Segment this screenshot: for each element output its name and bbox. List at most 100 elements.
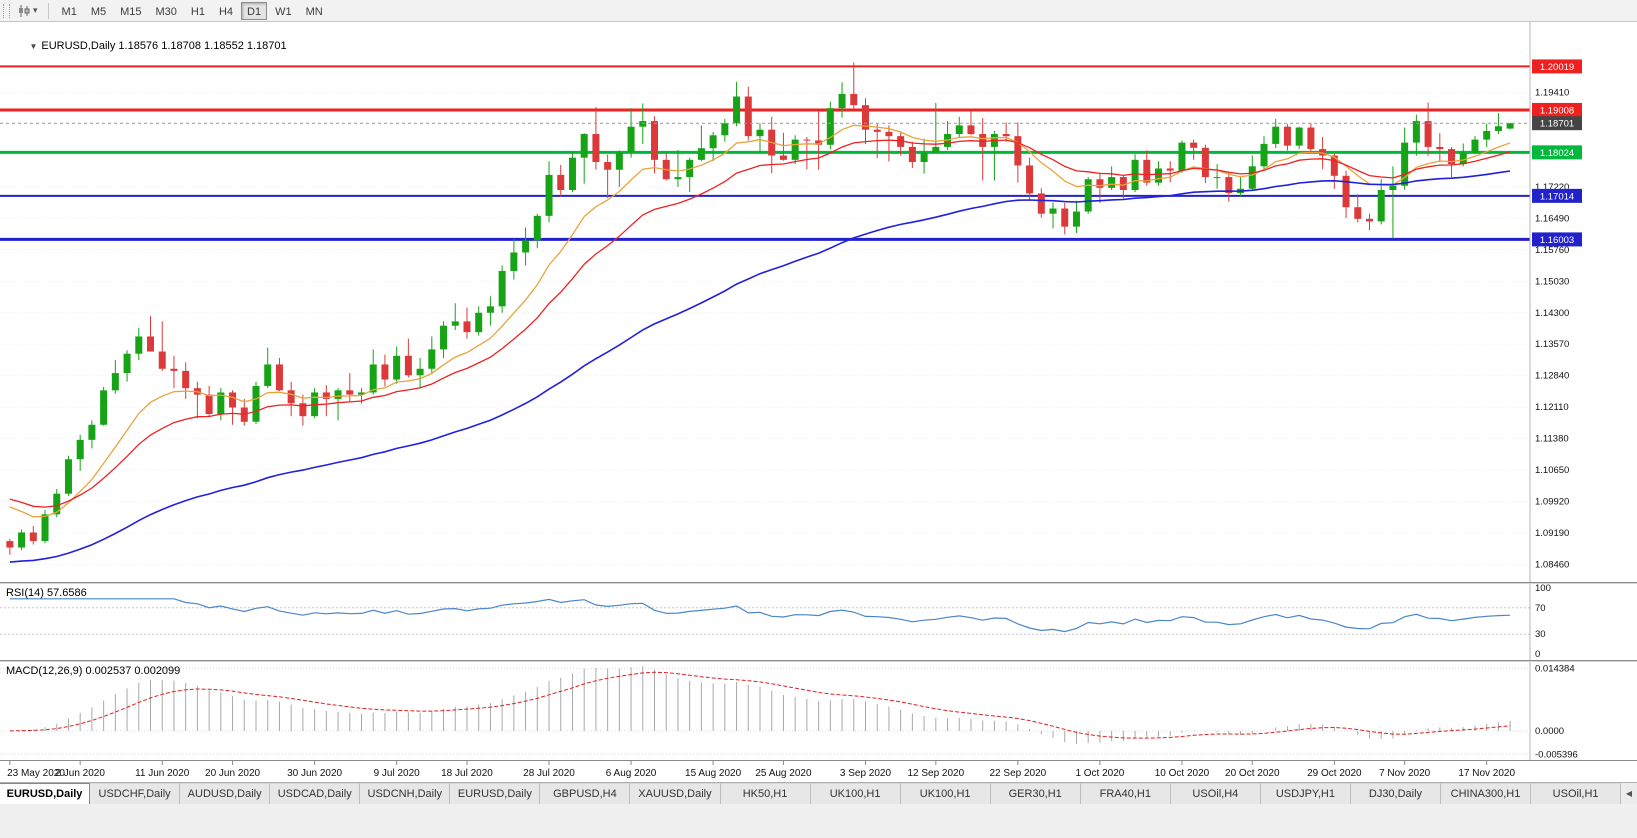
chart-tab-usdjpy-h1[interactable]: USDJPY,H1 (1260, 783, 1351, 804)
chart-tab-uk100-h1[interactable]: UK100,H1 (810, 783, 901, 804)
candle (815, 140, 823, 145)
dropdown-arrow-icon[interactable]: ▾ (33, 5, 38, 15)
candle (1072, 211, 1080, 227)
candle (264, 364, 272, 386)
timeframe-buttons: M1 M5 M15 M30 H1 H4 D1 W1 MN (55, 0, 330, 22)
chart-tab-usoil-h4[interactable]: USOil,H4 (1170, 783, 1261, 804)
svg-text:1.15760: 1.15760 (1535, 245, 1569, 256)
panel-splitter[interactable] (0, 582, 1637, 584)
timeframe-button-mn[interactable]: MN (305, 5, 323, 18)
candle (1319, 149, 1327, 156)
candle (674, 177, 682, 180)
svg-text:1.15030: 1.15030 (1535, 276, 1569, 287)
svg-text:-0.005396: -0.005396 (1535, 749, 1578, 760)
candle (1330, 155, 1338, 176)
chart-tab-dj30-daily[interactable]: DJ30,Daily (1350, 783, 1441, 804)
chart-tab-eurusd-daily[interactable]: EURUSD,Daily (450, 783, 541, 804)
timeframe-button-m30[interactable]: M30 (155, 5, 177, 18)
timeframe-button-w1[interactable]: W1 (275, 5, 292, 18)
candle (838, 93, 846, 109)
candle (1283, 126, 1291, 146)
candle (416, 368, 424, 376)
time-axis[interactable]: 23 May 2020 2 Jun 2020 11 Jun 2020 20 Jun 2… (0, 760, 1637, 782)
toolbar-grip[interactable] (3, 3, 10, 18)
tab-scroll-left-icon[interactable]: ◀ (1625, 789, 1633, 798)
svg-text:1.19008: 1.19008 (1540, 105, 1574, 116)
candle (463, 321, 471, 333)
candle (1166, 168, 1174, 171)
svg-text:1.09190: 1.09190 (1535, 528, 1569, 539)
candle (1026, 165, 1034, 194)
candle (1155, 168, 1163, 183)
chart-tab-ger30-h1[interactable]: GER30,H1 (990, 783, 1081, 804)
svg-text:100: 100 (1535, 584, 1551, 594)
timeframe-button-h1[interactable]: H1 (190, 5, 205, 18)
chart-tab-china300-h1[interactable]: CHINA300,H1 (1441, 783, 1532, 804)
candles (6, 62, 1514, 555)
candle (1248, 166, 1256, 189)
chart-tab-usdcnh-daily[interactable]: USDCNH,Daily (360, 783, 451, 804)
timeframe-button-h4[interactable]: H4 (218, 5, 234, 18)
timeframe-button-d1[interactable]: D1 (241, 1, 268, 20)
candle (1178, 142, 1186, 171)
candle (955, 125, 963, 134)
candle (850, 93, 858, 106)
price-tag (1532, 232, 1582, 247)
chart-tab-eurusd-daily[interactable]: EURUSD,Daily (0, 783, 91, 804)
chart-tab-gbpusd-h4[interactable]: GBPUSD,H4 (540, 783, 631, 804)
candle (18, 532, 26, 548)
macd-panel: 0.014384 0.0000 -0.005396 MACD(12,26,9) 0.… (0, 662, 1637, 760)
candle (498, 270, 506, 307)
chart-tab-xauusd-daily[interactable]: XAUUSD,Daily (630, 783, 721, 804)
date-label: 30 Jun 2020 (287, 768, 342, 779)
candle (557, 174, 565, 190)
date-label: 22 Sep 2020 (990, 768, 1047, 779)
candle (791, 139, 799, 160)
timeframe-button-m15[interactable]: M15 (120, 5, 142, 18)
svg-text:1.12840: 1.12840 (1535, 371, 1569, 382)
candle (908, 146, 916, 162)
ma-line-slow (9, 170, 1511, 563)
candle (592, 134, 600, 162)
chart-tab-uk100-h1[interactable]: UK100,H1 (900, 783, 991, 804)
candle (1448, 149, 1456, 165)
candle (357, 392, 365, 395)
chart-window: 1.194101.186801.179501.172201.164901.157… (0, 22, 1637, 782)
chart-tab-usoil-h1[interactable]: USOil,H1 (1531, 783, 1621, 804)
chart-tab-usdcad-daily[interactable]: USDCAD,Daily (270, 783, 361, 804)
panel-splitter[interactable] (0, 660, 1637, 662)
candle (639, 121, 647, 127)
candle (1096, 179, 1104, 188)
date-label: 3 Sep 2020 (840, 768, 892, 779)
candle (1494, 126, 1502, 131)
macd-chart[interactable]: 0.014384 0.0000 -0.005396 (0, 662, 1637, 760)
candle (697, 148, 705, 160)
candle (522, 240, 530, 253)
candle (147, 336, 155, 352)
date-label: 1 Oct 2020 (1075, 768, 1124, 779)
candle (1354, 207, 1362, 219)
candle (1436, 146, 1444, 150)
candle (1119, 177, 1127, 190)
candle (1377, 190, 1385, 222)
candle (299, 403, 307, 417)
candle (1143, 159, 1151, 183)
candle (604, 162, 612, 170)
chart-tab-hk50-h1[interactable]: HK50,H1 (720, 783, 811, 804)
timeframe-button-m1[interactable]: M1 (61, 5, 77, 18)
chart-tab-usdchf-daily[interactable]: USDCHF,Daily (90, 783, 181, 804)
candle (1061, 208, 1069, 227)
candle (100, 390, 108, 425)
price-chart[interactable]: 1.194101.186801.179501.172201.164901.157… (0, 22, 1637, 582)
chart-tab-audusd-daily[interactable]: AUDUSD,Daily (180, 783, 271, 804)
chart-type-icon[interactable] (15, 3, 33, 19)
candle (1037, 193, 1045, 214)
candle (158, 351, 166, 369)
date-label: 12 Sep 2020 (907, 768, 964, 779)
timeframe-button-m5[interactable]: M5 (90, 5, 107, 18)
chart-tab-fra40-h1[interactable]: FRA40,H1 (1080, 783, 1171, 804)
candle (568, 157, 576, 190)
candle (1260, 143, 1268, 167)
rsi-chart[interactable]: 100 70 30 0 (0, 584, 1637, 660)
